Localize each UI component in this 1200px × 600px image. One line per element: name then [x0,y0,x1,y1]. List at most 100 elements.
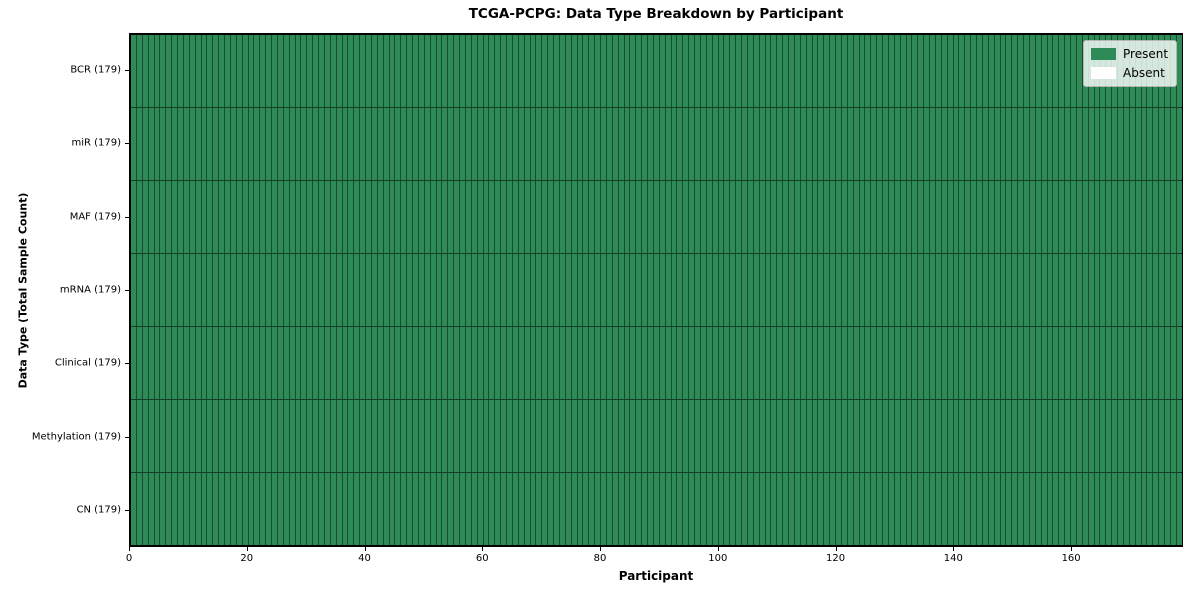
heatmap-cell [218,473,224,545]
heatmap-cell [934,181,941,253]
heatmap-cell [705,35,712,107]
heatmap-cell [564,400,571,472]
heatmap-cell [1093,108,1100,180]
heatmap-cell [764,400,771,472]
heatmap-cell [141,473,148,545]
heatmap-cell [423,35,430,107]
heatmap-cell [729,327,736,399]
heatmap-cell [893,327,900,399]
heatmap-cell [952,181,959,253]
heatmap-cell [635,254,642,326]
heatmap-cell [506,473,512,545]
heatmap-cell [400,181,407,253]
heatmap-cell [758,473,765,545]
heatmap-cell [952,35,959,107]
heatmap-cell [946,400,953,472]
heatmap-cell [970,181,976,253]
heatmap-cell [934,473,941,545]
heatmap-cell [981,254,988,326]
heatmap-cell [165,181,172,253]
heatmap-cell [782,473,788,545]
heatmap-cell [188,254,195,326]
heatmap-cell [964,327,971,399]
heatmap-cell [981,108,988,180]
y-tick-mark [125,290,129,291]
heatmap-cell [1111,327,1117,399]
heatmap-cell [1064,35,1070,107]
y-tick-label: mRNA (179) [59,284,121,296]
heatmap-cell [729,400,736,472]
heatmap-cell [447,181,454,253]
heatmap-cell [288,108,295,180]
heatmap-cell [705,181,712,253]
heatmap-cell [464,327,471,399]
heatmap-cell [887,254,894,326]
heatmap-cell [887,108,894,180]
heatmap-cell [882,35,888,107]
heatmap-cell [523,35,530,107]
heatmap-cell [412,254,418,326]
heatmap-cell [365,108,371,180]
heatmap-cell [694,108,700,180]
heatmap-cell [447,35,454,107]
heatmap-cell [282,181,289,253]
heatmap-cell [723,181,730,253]
heatmap-cell [206,108,213,180]
heatmap-cell [770,254,777,326]
heatmap-cell [823,108,830,180]
heatmap-cell [312,400,318,472]
heatmap-cell [1017,400,1023,472]
heatmap-cell [253,108,260,180]
heatmap-cell [852,254,859,326]
heatmap-cell [588,181,595,253]
heatmap-cell [594,108,600,180]
heatmap-cell [705,473,712,545]
heatmap-cell [934,108,941,180]
heatmap-cell [594,254,600,326]
heatmap-row-methylation [131,399,1182,472]
heatmap-cell [723,108,730,180]
heatmap-cell [259,473,266,545]
heatmap-cell [735,473,741,545]
heatmap-cell [147,254,154,326]
heatmap-cell [864,108,871,180]
heatmap-cell [177,254,183,326]
heatmap-cell [876,108,882,180]
heatmap-cell [564,108,571,180]
heatmap-cell [171,35,177,107]
heatmap-cell [494,254,501,326]
heatmap-cell [729,181,736,253]
heatmap-cell [523,473,530,545]
heatmap-cell [999,35,1006,107]
heatmap-cell [1040,108,1047,180]
heatmap-cell [864,35,871,107]
heatmap-cell [1064,108,1070,180]
heatmap-cell [370,473,377,545]
heatmap-cell [605,400,612,472]
heatmap-cell [206,181,213,253]
heatmap-cell [312,254,318,326]
heatmap-cell [341,35,348,107]
heatmap-cell [388,473,395,545]
heatmap-cell [547,108,553,180]
heatmap-cell [558,473,565,545]
heatmap-cell [1005,108,1012,180]
heatmap-cell [670,181,677,253]
heatmap-cell [752,473,759,545]
heatmap-cell [1040,254,1047,326]
heatmap-cell [1117,181,1123,253]
heatmap-cell [394,473,401,545]
heatmap-cell [529,181,536,253]
heatmap-cell [341,473,348,545]
heatmap-cell [265,108,271,180]
heatmap-cell [652,254,659,326]
heatmap-cell [1169,327,1176,399]
heatmap-cell [764,181,771,253]
heatmap-cell [523,181,530,253]
heatmap-cell [247,400,254,472]
heatmap-cell [682,473,689,545]
heatmap-cell [235,254,242,326]
heatmap-cell [511,254,518,326]
heatmap-cell [652,108,659,180]
heatmap-cell [488,473,495,545]
